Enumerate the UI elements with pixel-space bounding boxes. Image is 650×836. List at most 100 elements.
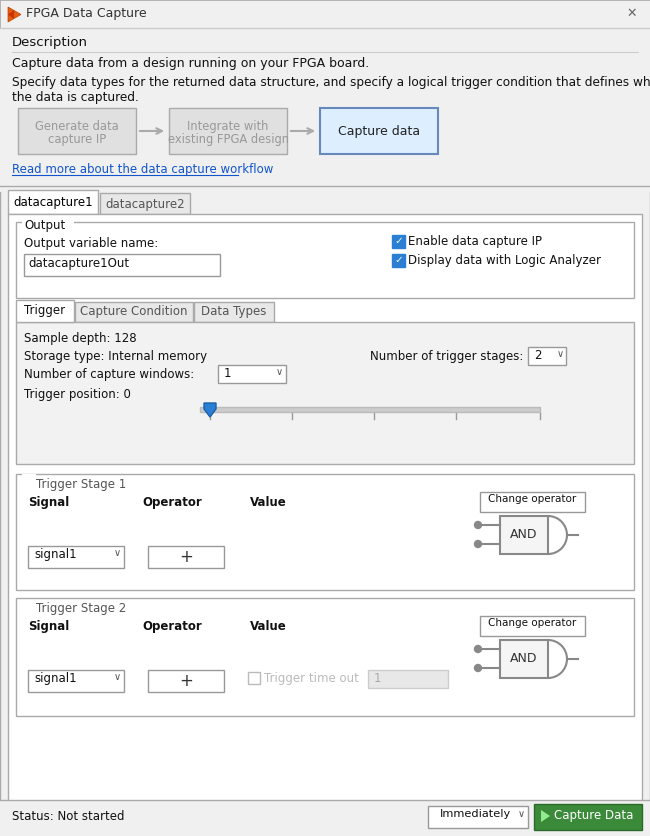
Text: existing FPGA design: existing FPGA design <box>168 133 289 146</box>
Text: Trigger position: 0: Trigger position: 0 <box>24 388 131 401</box>
Bar <box>534 804 642 830</box>
Text: signal1: signal1 <box>34 548 77 561</box>
Text: Operator: Operator <box>142 620 202 633</box>
Text: datacapture2: datacapture2 <box>105 198 185 211</box>
Bar <box>218 365 286 383</box>
Text: Operator: Operator <box>142 496 202 509</box>
Bar <box>148 546 224 568</box>
Text: Signal: Signal <box>28 620 70 633</box>
Text: Integrate with: Integrate with <box>187 120 268 133</box>
Bar <box>28 546 124 568</box>
Text: 1: 1 <box>224 367 231 380</box>
Text: Trigger Stage 2: Trigger Stage 2 <box>36 602 126 615</box>
Text: +: + <box>179 672 193 690</box>
Bar <box>75 302 193 322</box>
Text: Capture data from a design running on your FPGA board.: Capture data from a design running on yo… <box>12 57 369 70</box>
Text: Trigger: Trigger <box>25 304 66 317</box>
Circle shape <box>474 645 482 653</box>
Text: Data Types: Data Types <box>202 305 266 318</box>
Bar <box>16 474 634 590</box>
Bar <box>18 108 136 154</box>
Text: signal1: signal1 <box>34 672 77 685</box>
Bar <box>368 670 448 688</box>
Bar <box>28 670 124 692</box>
Bar <box>148 670 224 692</box>
Text: Sample depth: 128: Sample depth: 128 <box>24 332 136 345</box>
Text: Trigger Stage 1: Trigger Stage 1 <box>36 478 126 491</box>
Text: Change operator: Change operator <box>488 494 576 504</box>
Text: Storage type: Internal memory: Storage type: Internal memory <box>24 350 207 363</box>
Text: Immediately: Immediately <box>440 809 512 819</box>
Bar <box>248 672 260 684</box>
Text: Description: Description <box>12 36 88 49</box>
Bar <box>22 221 74 231</box>
Text: Capture Condition: Capture Condition <box>80 305 188 318</box>
Text: ∨: ∨ <box>557 349 564 359</box>
Bar <box>428 806 528 828</box>
Text: Display data with Logic Analyzer: Display data with Logic Analyzer <box>408 254 601 267</box>
Text: Number of capture windows:: Number of capture windows: <box>24 368 194 381</box>
Text: ✕: ✕ <box>627 7 637 20</box>
Polygon shape <box>204 403 216 417</box>
Text: ✓: ✓ <box>394 236 403 246</box>
Bar <box>24 254 220 276</box>
Bar <box>528 347 566 365</box>
Text: +: + <box>179 548 193 566</box>
Text: AND: AND <box>510 653 538 665</box>
Bar <box>16 222 634 298</box>
Bar <box>194 302 274 322</box>
Text: ∨: ∨ <box>276 367 283 377</box>
Bar <box>200 407 540 412</box>
Text: Number of trigger stages:: Number of trigger stages: <box>370 350 523 363</box>
Text: Capture Data: Capture Data <box>554 809 633 822</box>
Bar <box>22 474 36 482</box>
Text: 2: 2 <box>534 349 541 362</box>
Text: Change operator: Change operator <box>488 618 576 628</box>
Text: Output variable name:: Output variable name: <box>24 237 158 250</box>
Text: capture IP: capture IP <box>48 133 106 146</box>
Bar <box>0 800 650 836</box>
Text: Trigger time out: Trigger time out <box>264 672 359 685</box>
Bar <box>320 108 438 154</box>
Text: datacapture1: datacapture1 <box>13 196 93 209</box>
Text: datacapture1Out: datacapture1Out <box>28 257 129 270</box>
Text: AND: AND <box>510 528 538 542</box>
Text: Value: Value <box>250 496 287 509</box>
Bar <box>16 322 634 464</box>
Text: Enable data capture IP: Enable data capture IP <box>408 235 542 248</box>
Circle shape <box>474 665 482 671</box>
Bar <box>100 193 190 214</box>
Bar <box>0 28 650 192</box>
Bar <box>8 214 642 824</box>
Text: Value: Value <box>250 620 287 633</box>
Bar <box>392 235 405 248</box>
Text: Read more about the data capture workflow: Read more about the data capture workflo… <box>12 163 274 176</box>
Text: ✓: ✓ <box>394 255 403 265</box>
Text: Output: Output <box>24 219 65 232</box>
Bar <box>169 108 287 154</box>
Bar <box>480 616 585 636</box>
Bar <box>16 598 634 716</box>
Text: FPGA Data Capture: FPGA Data Capture <box>26 7 147 20</box>
Text: Generate data: Generate data <box>35 120 119 133</box>
Bar <box>392 254 405 267</box>
Polygon shape <box>8 7 21 22</box>
Text: the data is captured.: the data is captured. <box>12 91 138 104</box>
Text: Signal: Signal <box>28 496 70 509</box>
Bar <box>8 190 98 214</box>
Text: ∨: ∨ <box>114 548 121 558</box>
Bar <box>500 640 548 678</box>
Bar <box>500 516 548 554</box>
Circle shape <box>474 522 482 528</box>
Bar <box>480 492 585 512</box>
Text: 1: 1 <box>374 672 382 685</box>
Text: ∨: ∨ <box>114 672 121 682</box>
Polygon shape <box>8 10 14 19</box>
Text: Capture data: Capture data <box>338 125 420 137</box>
Bar <box>0 0 650 28</box>
Bar <box>16 300 74 322</box>
Text: Status: Not started: Status: Not started <box>12 810 125 823</box>
Circle shape <box>474 541 482 548</box>
Text: Specify data types for the returned data structure, and specify a logical trigge: Specify data types for the returned data… <box>12 76 650 89</box>
Text: ∨: ∨ <box>518 809 525 819</box>
